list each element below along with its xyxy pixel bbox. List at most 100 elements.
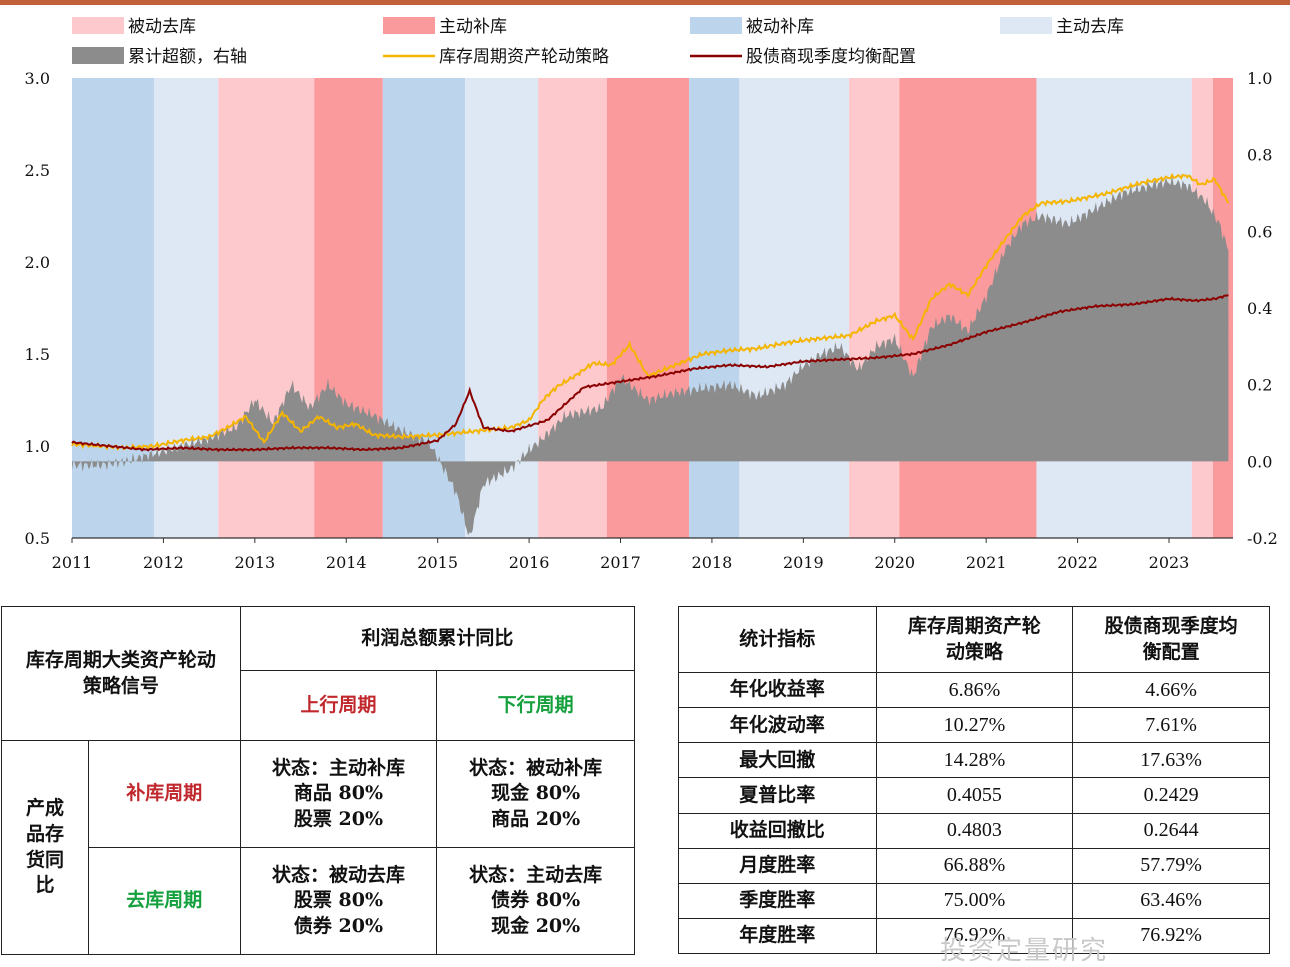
restock-down-state: 状态：被动补库: [469, 756, 603, 779]
legend-swatch: [383, 17, 435, 34]
y-left-tick-label: 3.0: [25, 69, 50, 88]
legend-swatch: [72, 17, 124, 34]
stats-header-benchmark-label: 股债商现季度均衡配置: [1104, 614, 1238, 663]
legend-label: 累计超额，右轴: [128, 47, 247, 67]
legend-label: 被动去库: [128, 17, 196, 37]
benchmark-line: [71, 294, 1229, 453]
restock-header: 补库周期: [87, 740, 241, 848]
stats-strategy-value: 75.00%: [875, 882, 1074, 919]
legend-label: 主动补库: [439, 17, 507, 37]
destock-down-cell: 状态：主动去库 债券 80% 现金 20%: [436, 847, 635, 955]
stats-header-benchmark: 股债商现季度均衡配置: [1072, 605, 1270, 674]
x-tick-label: 2023: [1149, 553, 1190, 572]
profit-header-cell: 利润总额累计同比: [239, 606, 636, 671]
y-left-tick-label: 2.5: [25, 161, 50, 180]
x-tick-label: 2022: [1057, 553, 1098, 572]
y-right-tick-label: 0.4: [1247, 299, 1272, 318]
down-cycle-header: 下行周期: [436, 670, 635, 741]
y-left-tick-label: 0.5: [25, 529, 50, 548]
cycle-band: [606, 78, 690, 538]
stats-benchmark-value: 7.61%: [1072, 707, 1270, 744]
stats-benchmark-value: 0.2644: [1072, 812, 1270, 849]
signal-corner-cell: 库存周期大类资产轮动策略信号: [1, 606, 241, 741]
restock-up-cell: 状态：主动补库 商品 80% 股票 20%: [239, 740, 438, 848]
destock-up-alloc-2: 债券 20%: [293, 914, 384, 937]
legend-swatch: [690, 17, 742, 34]
restock-label: 补库周期: [126, 782, 203, 805]
stats-row: 年化波动率 10.27% 7.61%: [678, 707, 1270, 744]
stats-row: 年化收益率 6.86% 4.66%: [678, 672, 1270, 709]
excess-area-shape: [72, 175, 1229, 536]
stats-strategy-value: 0.4055: [875, 777, 1074, 814]
destock-down-state: 状态：主动去库: [469, 863, 603, 886]
stats-benchmark-value: 63.46%: [1072, 882, 1270, 919]
signal-corner-label: 库存周期大类资产轮动策略信号: [25, 648, 216, 697]
cycle-band: [154, 78, 219, 538]
stats-metric-cell: 年化收益率: [678, 672, 877, 709]
excess-area: [72, 175, 1229, 536]
x-tick-label: 2019: [783, 553, 824, 572]
restock-up-alloc-2: 股票 20%: [293, 807, 384, 830]
y-right-tick-label: 1.0: [1247, 69, 1272, 88]
x-tick-label: 2014: [326, 553, 367, 572]
inventory-header: 产成品存货同比: [1, 740, 89, 955]
legend-swatch: [1000, 17, 1052, 34]
cycle-band: [314, 78, 383, 538]
stats-metric-cell: 收益回撤比: [678, 812, 877, 849]
stats-metric-cell: 月度胜率: [678, 847, 877, 884]
up-cycle-header: 上行周期: [239, 670, 438, 741]
stats-strategy-value: 14.28%: [875, 742, 1074, 779]
destock-up-cell: 状态：被动去库 股票 80% 债券 20%: [239, 847, 438, 955]
restock-down-cell: 状态：被动补库 现金 80% 商品 20%: [436, 740, 635, 848]
stats-header-metric-label: 统计指标: [739, 627, 816, 650]
x-tick-label: 2020: [874, 553, 915, 572]
legend-label: 库存周期资产轮动策略: [439, 47, 609, 67]
legend-label: 被动补库: [746, 17, 814, 37]
restock-up-alloc-1: 商品 80%: [293, 782, 384, 805]
strategy-line: [71, 172, 1230, 452]
destock-down-alloc-1: 债券 80%: [491, 889, 581, 912]
x-tick-label: 2021: [966, 553, 1007, 572]
y-right-tick-label: -0.2: [1247, 529, 1278, 548]
stats-row: 年度胜率 76.92% 76.92%: [678, 917, 1270, 955]
signal-table: 库存周期大类资产轮动策略信号 利润总额累计同比 上行周期 下行周期 产成品存货同…: [1, 606, 636, 955]
legend-swatch: [72, 47, 124, 64]
restock-down-alloc-2: 商品 20%: [491, 807, 581, 830]
stats-benchmark-value: 4.66%: [1072, 672, 1270, 709]
legend-label: 主动去库: [1056, 17, 1124, 37]
cycle-band: [689, 78, 740, 538]
stats-row: 收益回撤比 0.4803 0.2644: [678, 812, 1270, 849]
x-tick-label: 2012: [143, 553, 184, 572]
destock-down-alloc-2: 现金 20%: [491, 914, 581, 937]
stats-row: 季度胜率 75.00% 63.46%: [678, 882, 1270, 919]
y-left-tick-label: 1.5: [25, 345, 50, 364]
x-tick-label: 2013: [234, 553, 275, 572]
y-right-tick-label: 0.2: [1247, 376, 1272, 395]
destock-label: 去库周期: [126, 889, 203, 912]
destock-header: 去库周期: [87, 847, 241, 955]
cycle-band: [849, 78, 900, 538]
y-right-tick-label: 0.6: [1247, 222, 1272, 241]
stats-body: 年化收益率 6.86% 4.66% 年化波动率 10.27% 7.61% 最大回撤 14.28…: [678, 672, 1270, 955]
x-tick-label: 2017: [600, 553, 641, 572]
stats-table: 统计指标 库存周期资产轮动策略 股债商现季度均衡配置 年化收益率 6.86% 4.6…: [678, 605, 1270, 955]
destock-up-state: 状态：被动去库: [271, 863, 405, 886]
axes: 2011 2012 2013 2014 2015 2016 2017 2018 2019 2020…: [25, 69, 1278, 572]
cycle-band: [72, 78, 155, 538]
stats-benchmark-value: 57.79%: [1072, 847, 1270, 884]
stats-row: 月度胜率 66.88% 57.79%: [678, 847, 1270, 884]
x-tick-label: 2016: [509, 553, 550, 572]
y-left-tick-label: 2.0: [25, 253, 50, 272]
cycle-band: [538, 78, 607, 538]
cycle-band: [739, 78, 850, 538]
rotation-strategy-chart: 2011 2012 2013 2014 2015 2016 2017 2018 2019 2020…: [25, 17, 1278, 572]
stats-metric-cell: 季度胜率: [678, 882, 877, 919]
cycle-band: [218, 78, 315, 538]
stats-metric-cell: 最大回撤: [678, 742, 877, 779]
restock-up-state: 状态：主动补库: [271, 756, 405, 779]
x-tick-label: 2011: [52, 553, 93, 572]
stats-strategy-value: 66.88%: [875, 847, 1074, 884]
down-cycle-label: 下行周期: [497, 693, 574, 716]
inventory-label: 产成品存货同比: [25, 797, 64, 897]
